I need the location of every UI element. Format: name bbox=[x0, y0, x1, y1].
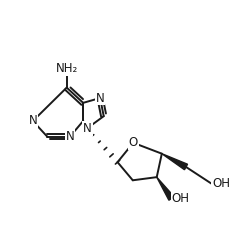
Text: N: N bbox=[66, 130, 74, 143]
Text: N: N bbox=[96, 91, 105, 105]
Polygon shape bbox=[157, 177, 174, 200]
Text: NH₂: NH₂ bbox=[56, 62, 78, 76]
Polygon shape bbox=[162, 154, 187, 170]
Text: N: N bbox=[83, 122, 92, 135]
Text: N: N bbox=[28, 114, 37, 128]
Text: O: O bbox=[129, 136, 138, 149]
Text: OH: OH bbox=[212, 177, 230, 190]
Text: OH: OH bbox=[172, 192, 190, 205]
